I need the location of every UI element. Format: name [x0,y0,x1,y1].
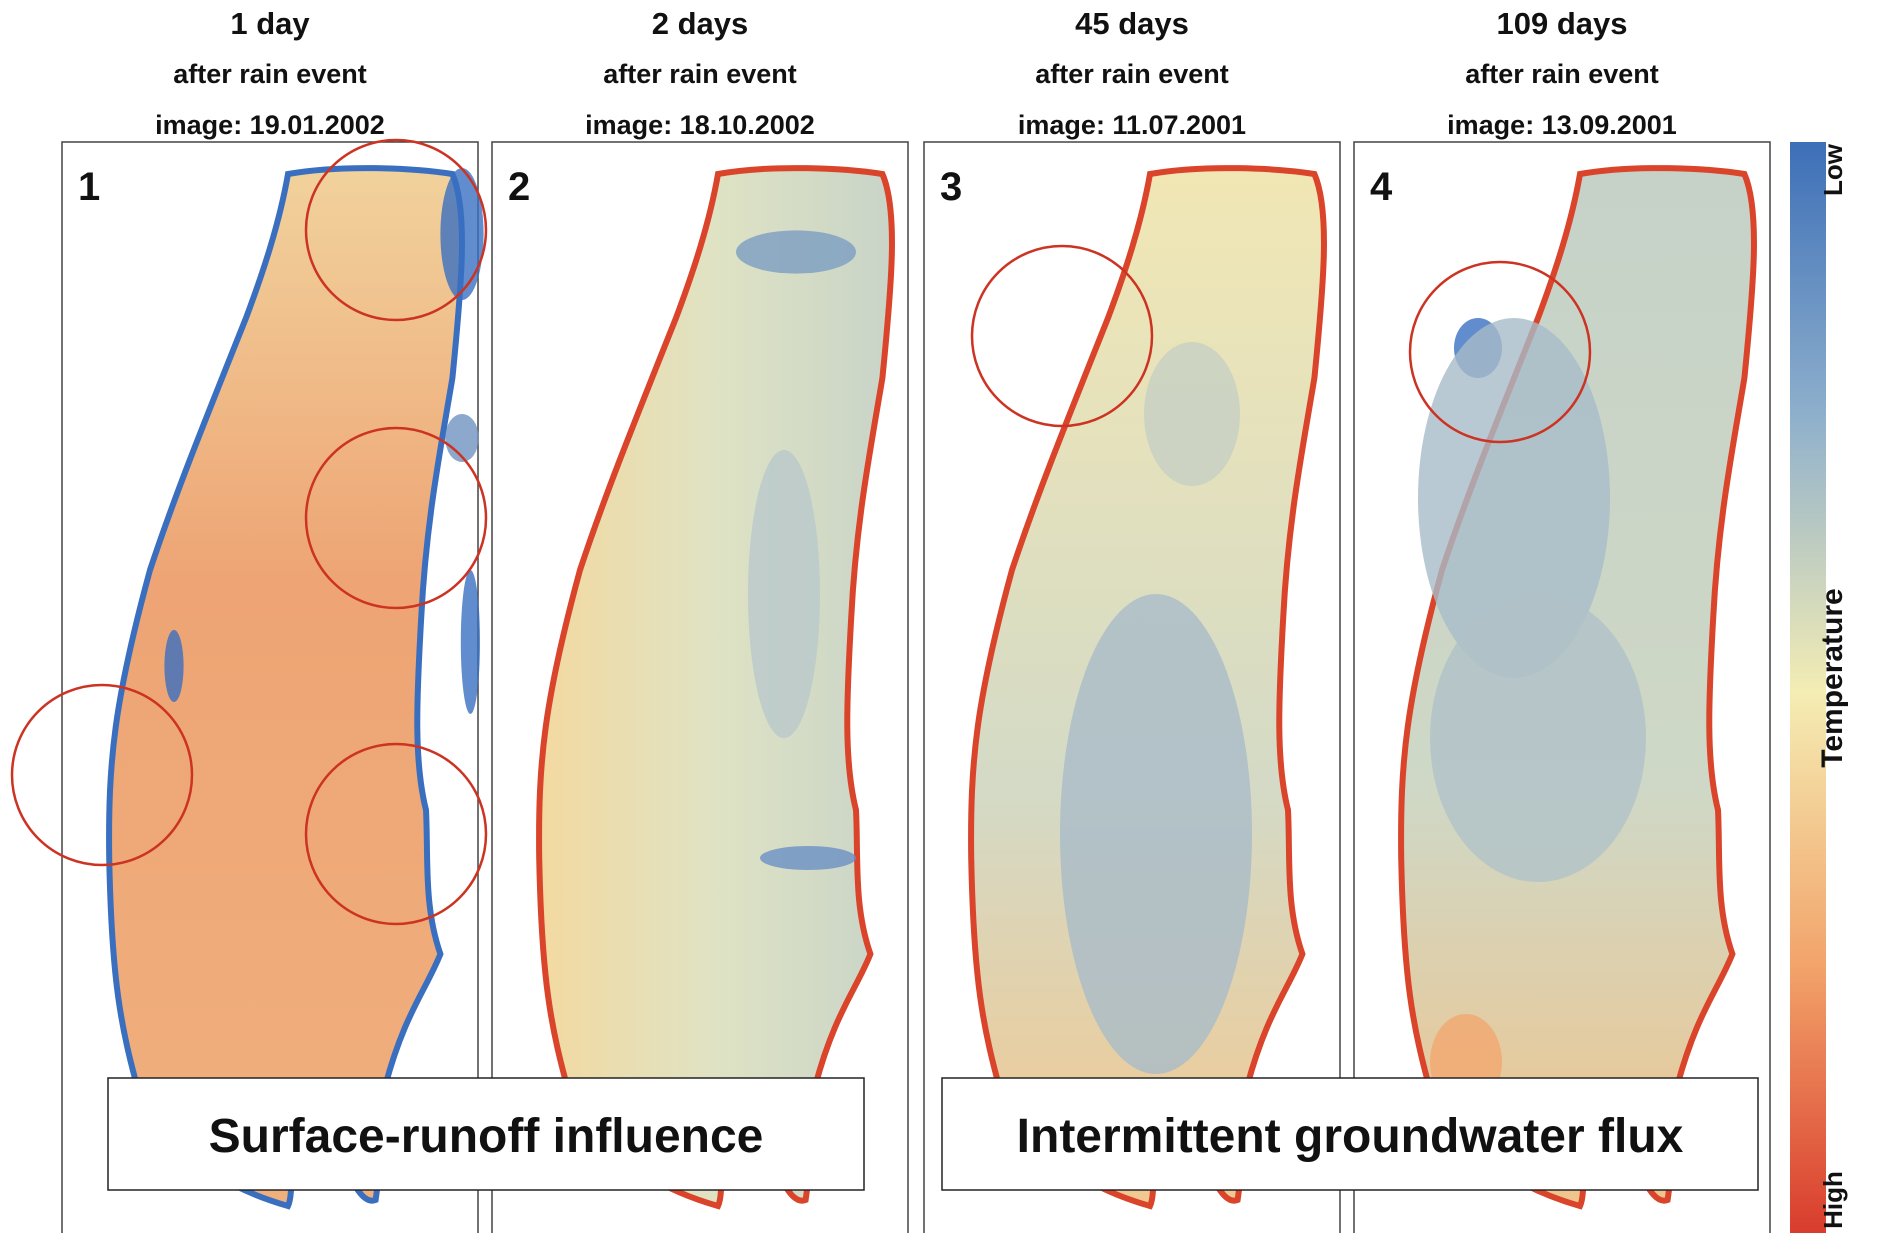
highlight-circle [10,683,194,867]
panel-number: 1 [78,165,100,209]
panel-subtitle: after rain event [1035,59,1229,89]
panel-image-date: image: 11.07.2001 [1018,110,1246,140]
colorbar [1790,142,1826,1238]
panel-number: 3 [940,165,962,209]
label-box [107,1077,865,1191]
temperature-patch [1144,342,1240,486]
panel-subtitle: after rain event [173,59,367,89]
panel-image-date: image: 18.10.2002 [585,110,815,140]
label-text: Surface-runoff influence [209,1110,764,1163]
panel-image-date: image: 19.01.2002 [155,110,385,140]
colorbar-low: Low [1818,143,1848,196]
highlight-circle [304,138,488,322]
temperature-patch [460,570,481,714]
temperature-patch [1430,594,1646,882]
temperature-patch [164,630,184,702]
label-box [941,1077,1759,1191]
highlight-circle [1408,260,1592,444]
panel-image-date: image: 13.09.2001 [1447,110,1677,140]
temperature-patch [1418,318,1610,678]
panel-subtitle: after rain event [603,59,797,89]
lake-image [106,165,484,1210]
panel-title: 45 days [1075,6,1189,41]
highlight-circle [970,244,1154,428]
temperature-patch [748,450,820,738]
lake-image [1398,165,1757,1210]
colorbar-high: High [1818,1171,1848,1229]
panel-subtitle: after rain event [1465,59,1659,89]
label-text: Intermittent groundwater flux [1017,1110,1684,1163]
panel-title: 1 day [230,6,310,41]
highlight-circle [304,742,488,926]
colorbar-title: Temperature [1816,588,1849,768]
panel-title: 109 days [1497,6,1628,41]
temperature-patch [440,168,484,300]
temperature-patch [445,414,479,462]
temperature-patch [760,846,856,870]
panel-number: 2 [508,165,530,209]
temperature-patch [1060,594,1252,1074]
temperature-patch [736,230,856,274]
highlight-circle [304,426,488,610]
panel-title: 2 days [652,6,749,41]
panel-number: 4 [1370,165,1393,209]
lake-image [968,165,1327,1210]
